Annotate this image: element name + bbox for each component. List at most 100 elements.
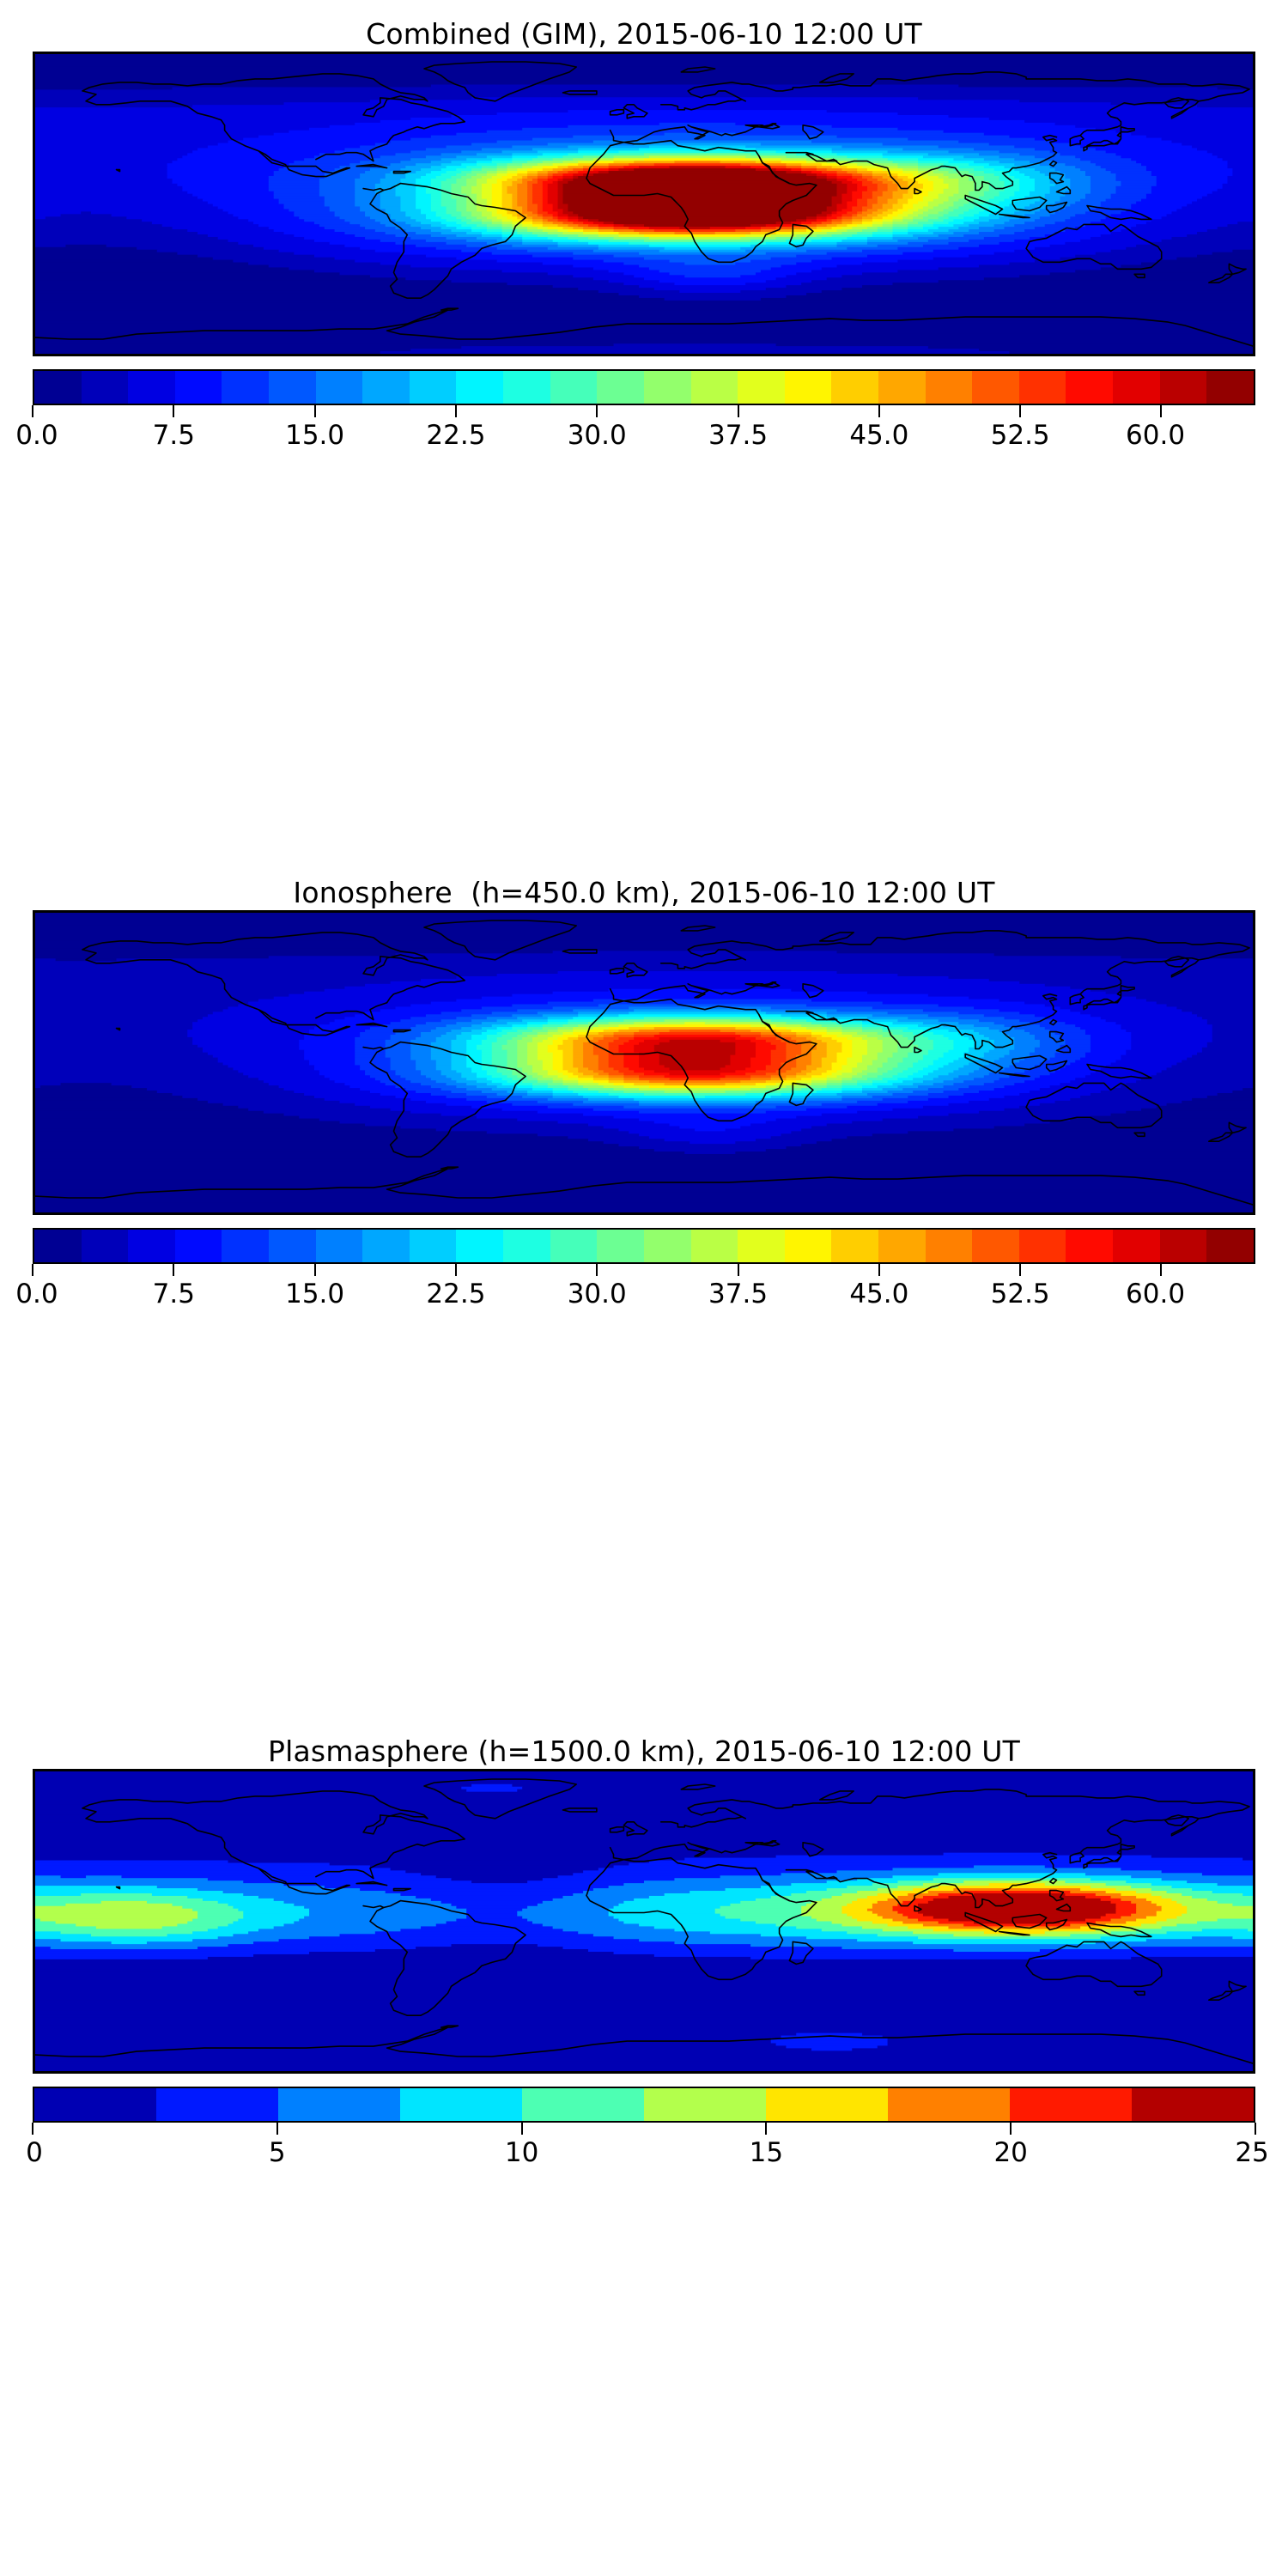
colorbar-band [888,2088,1010,2121]
colorbar-band [128,371,175,404]
colorbar-band [1159,1230,1207,1262]
colorbar-band [409,371,457,404]
colorbar-band [222,1230,270,1262]
colorbar-band [81,371,129,404]
colorbar-band [738,371,785,404]
colorbar-tick-label: 52.5 [990,1279,1050,1309]
tec-contour-layer [35,913,1253,1212]
colorbar-band [972,1230,1019,1262]
colorbar-band [690,371,738,404]
colorbar-tick-label: 15.0 [285,420,345,451]
colorbar-ticks-plasmasphere [32,2123,1256,2135]
coastline-layer [35,920,1253,1206]
colorbar-tick [1160,405,1163,417]
colorbar-tick-label: 60.0 [1126,420,1186,451]
colorbar-band [784,371,832,404]
colorbar-tick [1160,1264,1163,1276]
colorbar-tick [32,1264,33,1276]
colorbar-band [34,1230,82,1262]
colorbar-band [1113,371,1160,404]
colorbar-band [315,371,363,404]
colorbar-tick [737,1264,739,1276]
colorbar-tick [276,2123,278,2135]
map-plasmasphere [33,1769,1255,2074]
colorbar-tick-label: 37.5 [708,1279,769,1309]
map-canvas [35,913,1253,1212]
colorbar-band [174,371,222,404]
colorbar-band [400,2088,522,2121]
colorbar-gradient-plasmasphere [33,2087,1255,2123]
panel-plasmasphere: Plasmasphere (h=1500.0 km), 2015-06-10 1… [0,1717,1288,2576]
colorbar-band [81,1230,129,1262]
colorbar-tick-label: 0.0 [15,420,58,451]
colorbar-tick [596,405,598,417]
colorbar-band [1066,371,1114,404]
colorbar-band [362,1230,410,1262]
colorbar-band [278,2088,400,2121]
colorbar-band [362,371,410,404]
colorbar-tick [173,405,175,417]
colorbar-band [456,371,504,404]
colorbar-band [690,1230,738,1262]
colorbar-band [766,2088,888,2121]
colorbar-band [1066,1230,1114,1262]
colorbar-band [1206,371,1254,404]
colorbar-labels-ionosphere: 0.0 7.5 15.0 22.5 30.0 37.5 45.0 52.5 60.0 [15,1264,1255,1309]
colorbar-tick [765,2123,768,2135]
colorbar-tick-label: 25 [1235,2137,1269,2168]
coastline-layer [35,1778,1253,2064]
colorbar-band [269,371,316,404]
colorbar-band [738,1230,785,1262]
colorbar-tick-label: 15 [749,2137,784,2168]
colorbar-band [174,1230,222,1262]
colorbar-band [878,1230,926,1262]
colorbar-band [503,371,550,404]
colorbar-band [550,371,598,404]
colorbar-tick-label: 0 [26,2137,43,2168]
colorbar-tick-label: 5 [268,2137,286,2168]
colorbar-band [784,1230,832,1262]
map-canvas [35,54,1253,354]
colorbar-tick [454,405,457,417]
colorbar-band [522,2088,644,2121]
colorbar-band [597,1230,644,1262]
colorbar-tick-label: 7.5 [152,420,195,451]
colorbar-tick [1010,2123,1012,2135]
colorbar-gradient-combined [33,369,1255,405]
colorbar-band [156,2088,278,2121]
colorbar-ticks-ionosphere [32,1264,1255,1276]
colorbar-band [1206,1230,1254,1262]
colorbar-band [269,1230,316,1262]
colorbar-tick-label: 37.5 [708,420,769,451]
colorbar-ionosphere: 0.0 7.5 15.0 22.5 30.0 37.5 45.0 52.5 60.0 [15,1228,1255,1309]
colorbar-band [409,1230,457,1262]
colorbar-tick [454,1264,457,1276]
colorbar-tick [313,405,316,417]
colorbar-band [1159,371,1207,404]
colorbar-tick-label: 45.0 [849,1279,909,1309]
colorbar-band [925,1230,973,1262]
colorbar-tick-label: 30.0 [567,1279,627,1309]
colorbar-tick-label: 60.0 [1126,1279,1186,1309]
colorbar-band [878,371,926,404]
colorbar-band [831,1230,878,1262]
colorbar-band [222,371,270,404]
colorbar-band [644,2088,766,2121]
colorbar-band [503,1230,550,1262]
colorbar-combined-gim: 0.0 7.5 15.0 22.5 30.0 37.5 45.0 52.5 60.0 [15,369,1255,451]
colorbar-ticks-combined [32,405,1255,417]
colorbar-band [925,371,973,404]
colorbar-band [1018,1230,1066,1262]
colorbar-band [34,2088,156,2121]
colorbar-band [34,371,82,404]
coastline-layer [35,61,1253,347]
colorbar-tick [878,405,880,417]
panel-title-plasmasphere: Plasmasphere (h=1500.0 km), 2015-06-10 1… [268,1735,1020,1768]
colorbar-band [128,1230,175,1262]
colorbar-gradient-ionosphere [33,1228,1255,1264]
colorbar-tick [596,1264,598,1276]
colorbar-tick-label: 0.0 [15,1279,58,1309]
colorbar-band [597,371,644,404]
colorbar-tick-label: 52.5 [990,420,1050,451]
colorbar-band [831,371,878,404]
